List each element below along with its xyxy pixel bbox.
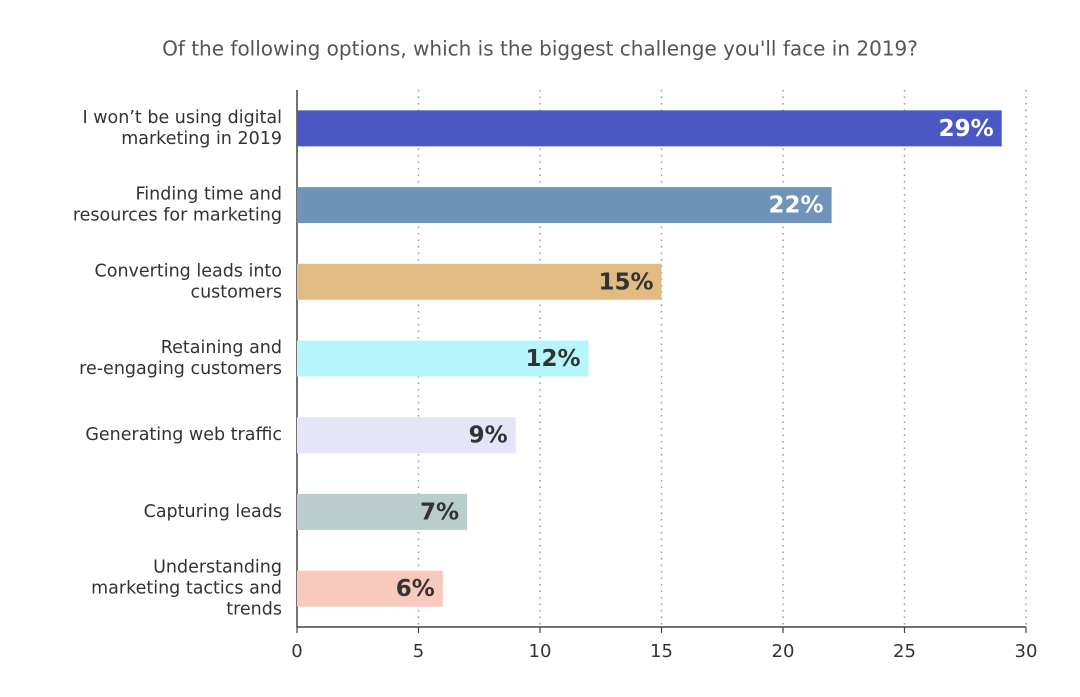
y-tick-label: marketing tactics and: [91, 579, 282, 599]
y-tick-label: I won’t be using digital: [83, 108, 282, 128]
y-tick-label: customers: [190, 282, 282, 302]
x-tick-label: 15: [650, 641, 673, 662]
y-tick-label: re-engaging customers: [79, 359, 282, 379]
data-label: 15%: [598, 269, 653, 295]
data-label: 12%: [526, 346, 581, 372]
data-label: 22%: [769, 193, 824, 219]
data-label: 29%: [939, 116, 994, 142]
y-tick-label: trends: [226, 600, 282, 620]
y-tick-label: marketing in 2019: [121, 129, 282, 149]
x-tick-label: 25: [893, 641, 916, 662]
data-label: 7%: [420, 499, 459, 525]
x-tick-label: 20: [772, 641, 795, 662]
y-tick-label: Generating web traffic: [85, 425, 282, 445]
bar: [297, 340, 589, 377]
x-tick-label: 10: [529, 641, 552, 662]
data-label: 6%: [396, 576, 435, 602]
y-tick-label: Understanding: [153, 558, 282, 578]
x-tick-label: 0: [291, 641, 302, 662]
bar: [297, 187, 832, 224]
bar: [297, 110, 1002, 147]
bar: [297, 263, 662, 300]
bar: [297, 570, 443, 607]
y-tick-label: Capturing leads: [144, 502, 282, 522]
y-tick-label: Converting leads into: [95, 261, 282, 281]
y-tick-label: resources for marketing: [73, 206, 282, 226]
bar: [297, 417, 516, 454]
data-label: 9%: [469, 423, 508, 449]
chart-title: Of the following options, which is the b…: [162, 37, 918, 61]
x-tick-label: 5: [413, 641, 424, 662]
x-tick-label: 30: [1015, 641, 1038, 662]
y-tick-label: Retaining and: [161, 338, 282, 358]
bar: [297, 493, 468, 530]
y-tick-label: Finding time and: [135, 185, 282, 205]
